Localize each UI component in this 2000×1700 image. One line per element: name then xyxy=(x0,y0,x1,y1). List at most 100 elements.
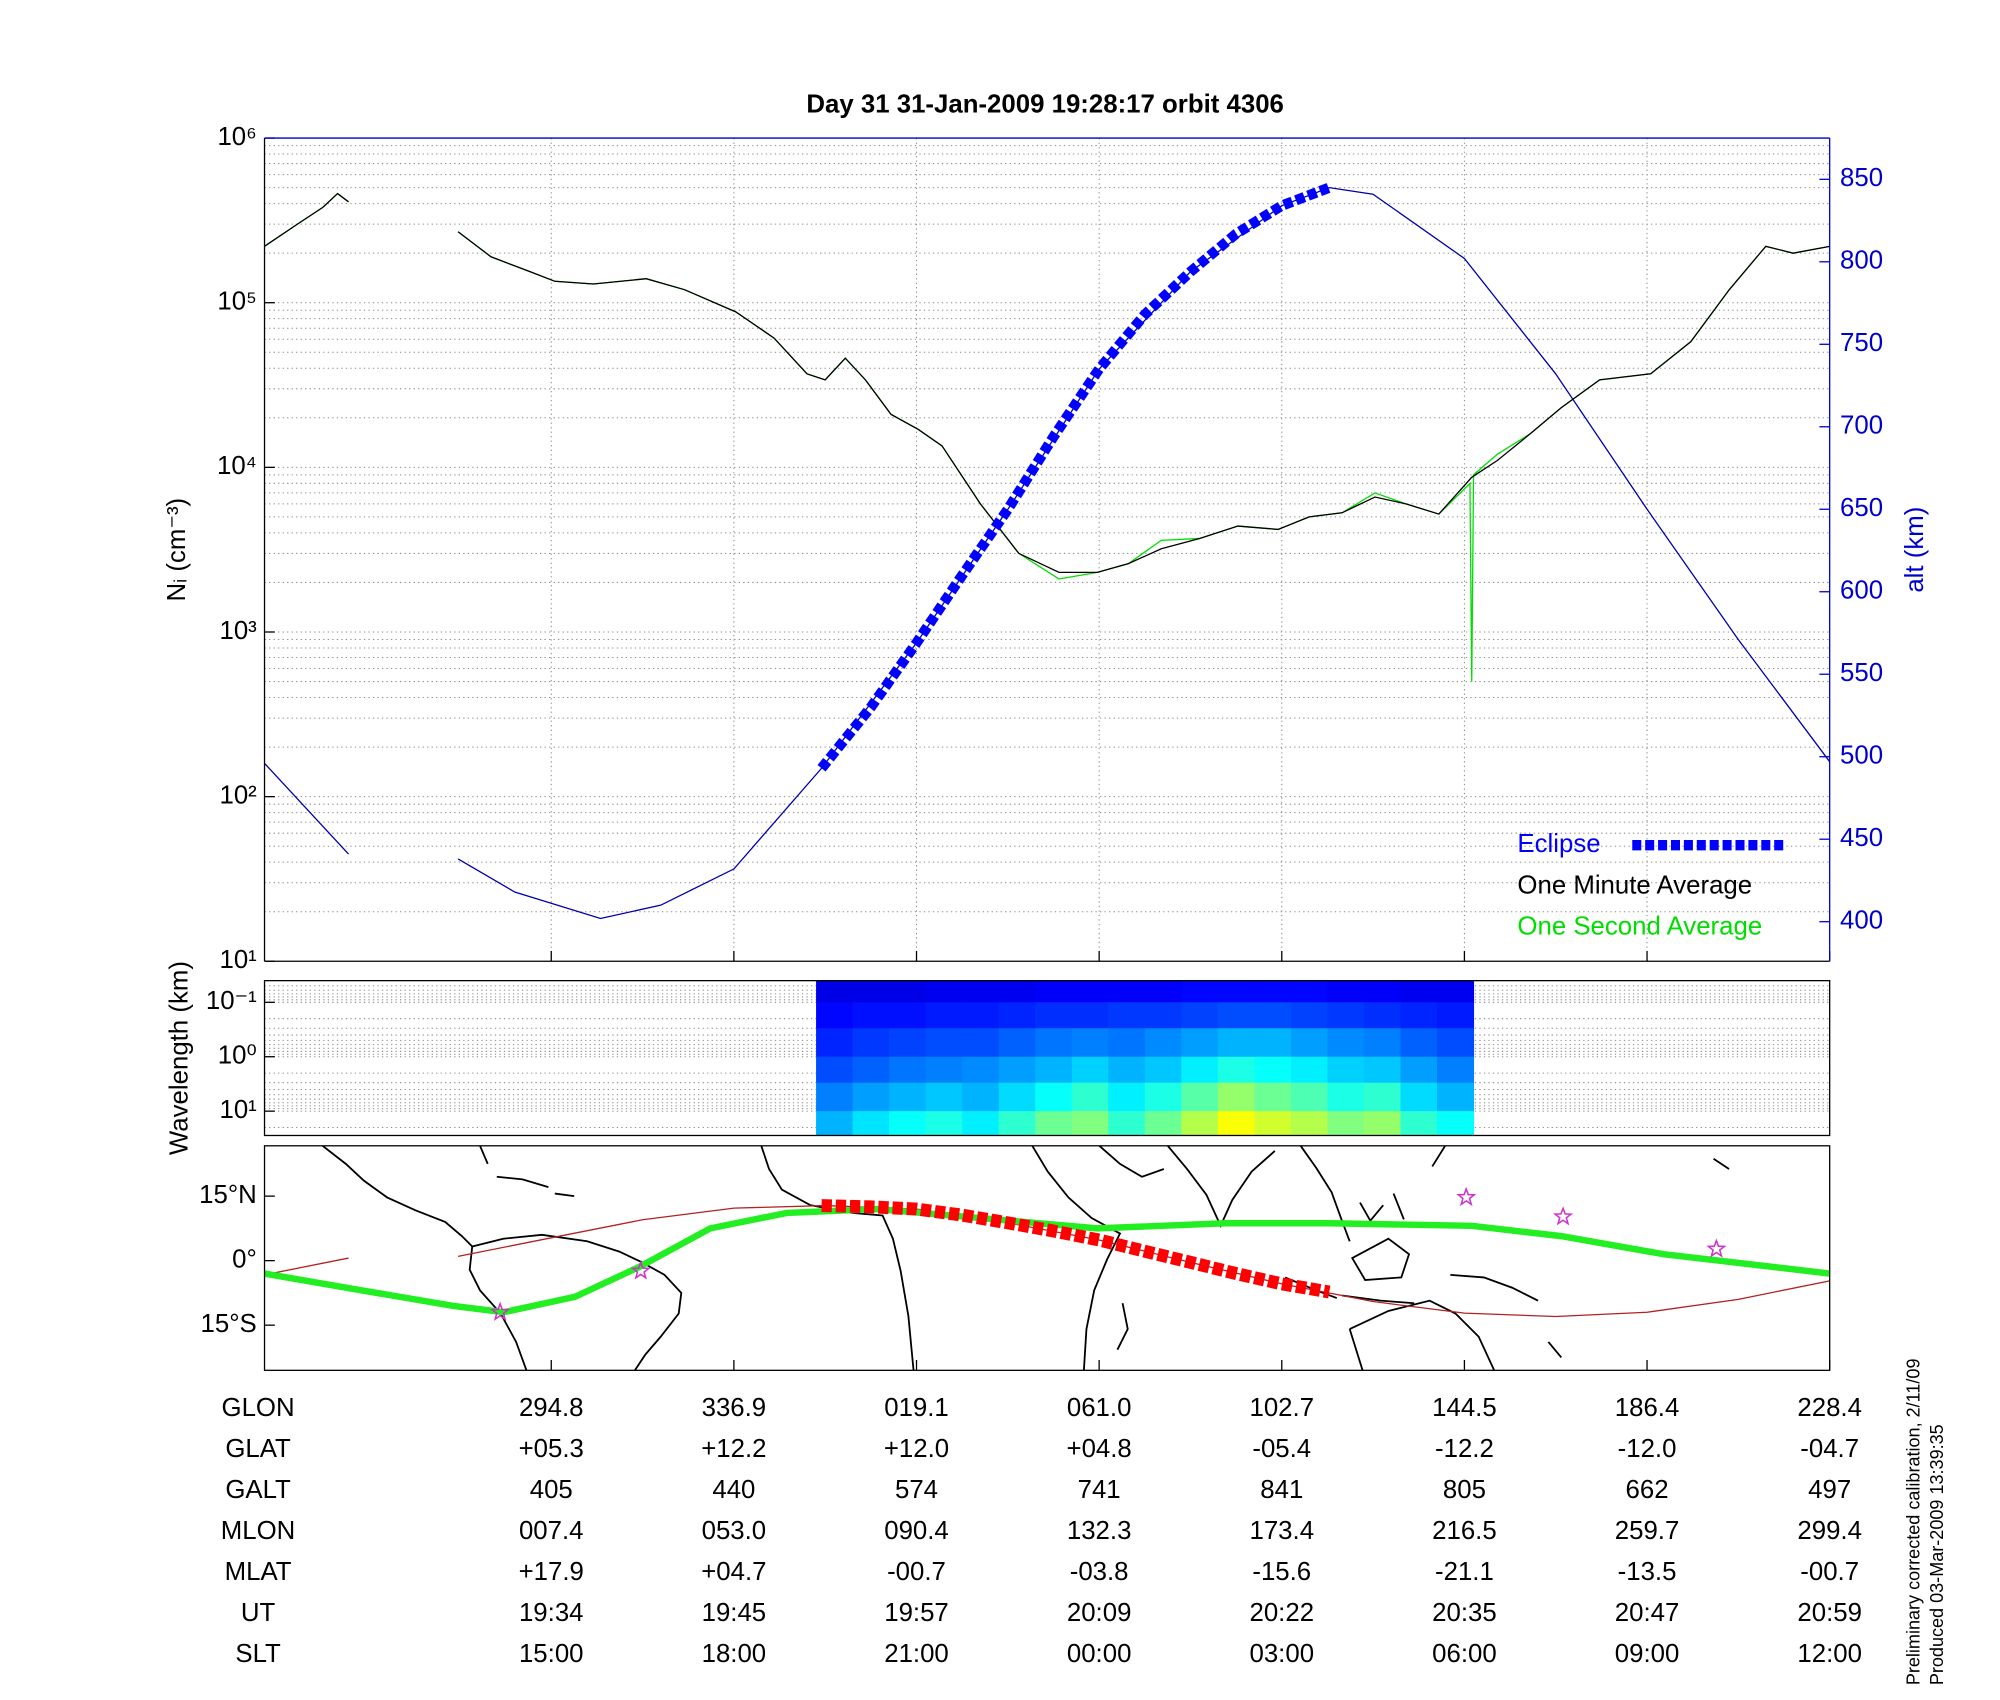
y-tick-label: 10⁴ xyxy=(217,452,257,480)
heat-cell xyxy=(1327,1082,1365,1112)
heat-cell xyxy=(1437,980,1475,1003)
heat-cell xyxy=(1071,1082,1109,1112)
heat-cell xyxy=(1071,1002,1109,1029)
heat-cell xyxy=(1035,1082,1073,1112)
table-row-label: GLAT xyxy=(225,1435,291,1463)
table-cell: 574 xyxy=(895,1476,938,1504)
table-cell: -04.7 xyxy=(1800,1435,1859,1463)
table-cell: 299.4 xyxy=(1797,1517,1862,1545)
y-tick-label: 15°S xyxy=(201,1310,257,1338)
footnote: Produced 03-Mar-2009 13:39:35 xyxy=(1927,1424,1947,1685)
series-line xyxy=(264,192,1830,574)
heat-cell xyxy=(852,1111,890,1136)
heat-cell xyxy=(1254,1082,1292,1112)
heat-cell xyxy=(889,1056,927,1084)
heat-cell xyxy=(852,980,890,1003)
table-cell: -05.4 xyxy=(1252,1435,1311,1463)
table-cell: 294.8 xyxy=(519,1394,584,1422)
heat-cell xyxy=(1181,1002,1219,1029)
spectrogram-y-label: Wavelength (km) xyxy=(165,961,193,1155)
heat-cell xyxy=(1217,1056,1255,1084)
plot-area xyxy=(264,138,1830,962)
table-cell: -00.7 xyxy=(1800,1558,1859,1586)
table-cell: 18:00 xyxy=(702,1640,767,1668)
table-cell: -12.2 xyxy=(1435,1435,1494,1463)
heat-cell xyxy=(1400,1028,1438,1058)
heat-cell xyxy=(852,1002,890,1029)
y-tick-label: 15°N xyxy=(199,1181,257,1209)
heat-cell xyxy=(1327,980,1365,1003)
table-cell: 19:57 xyxy=(884,1599,949,1627)
heat-cell xyxy=(852,1028,890,1058)
table-cell: 173.4 xyxy=(1249,1517,1314,1545)
heat-cell xyxy=(925,1056,963,1084)
heat-cell xyxy=(816,1002,854,1029)
heat-cell xyxy=(1327,1111,1365,1136)
table-cell: 019.1 xyxy=(884,1394,949,1422)
heat-cell xyxy=(925,1082,963,1112)
table-cell: 405 xyxy=(530,1476,573,1504)
table-cell: 805 xyxy=(1443,1476,1486,1504)
table-row-label: GLON xyxy=(222,1394,295,1422)
y2-tick-label: 500 xyxy=(1840,742,1883,770)
heat-cell xyxy=(1181,1111,1219,1136)
table-cell: 336.9 xyxy=(702,1394,767,1422)
table-cell: 216.5 xyxy=(1432,1517,1497,1545)
heat-cell xyxy=(998,1002,1036,1029)
heat-cell xyxy=(925,1028,963,1058)
table-cell: 12:00 xyxy=(1797,1640,1862,1668)
heat-cell xyxy=(1217,1111,1255,1136)
heat-cell xyxy=(1181,1056,1219,1084)
legend-label: Eclipse xyxy=(1517,830,1600,858)
heat-cell xyxy=(1363,980,1402,1003)
y2-tick-label: 850 xyxy=(1840,164,1883,192)
heat-cell xyxy=(998,1082,1036,1112)
heat-cell xyxy=(962,980,1000,1003)
heat-cell xyxy=(962,1002,1000,1029)
table-cell: -00.7 xyxy=(887,1558,946,1586)
table-cell: -21.1 xyxy=(1435,1558,1494,1586)
table-cell: +05.3 xyxy=(519,1435,584,1463)
table-cell: 061.0 xyxy=(1067,1394,1132,1422)
table-row-label: GALT xyxy=(225,1476,291,1504)
table-cell: -03.8 xyxy=(1070,1558,1129,1586)
heat-cell xyxy=(889,1028,927,1058)
frame xyxy=(263,980,1831,1137)
star-marker xyxy=(1706,1238,1727,1258)
heat-cell xyxy=(1108,1028,1146,1058)
table-cell: 132.3 xyxy=(1067,1517,1132,1545)
y2-tick-label: 550 xyxy=(1840,659,1883,687)
table-cell: 21:00 xyxy=(884,1640,949,1668)
track-line xyxy=(821,1199,1331,1299)
heat-cell xyxy=(1400,1002,1438,1029)
heat-cell xyxy=(1071,1028,1109,1058)
y-tick-label: 10¹ xyxy=(219,1096,257,1124)
heat-cell xyxy=(1254,1002,1292,1029)
heat-cell xyxy=(1181,1028,1219,1058)
star-marker xyxy=(1456,1186,1477,1207)
heat-cell xyxy=(816,1028,854,1058)
track-line xyxy=(264,1205,1830,1316)
heat-cell xyxy=(1327,1028,1365,1058)
table-row-label: SLT xyxy=(235,1640,281,1668)
table-cell: 053.0 xyxy=(702,1517,767,1545)
heat-cell xyxy=(1290,1111,1328,1136)
y2-tick-label: 800 xyxy=(1840,247,1883,275)
heat-cell xyxy=(1363,1082,1402,1112)
heat-cell xyxy=(998,1111,1036,1136)
heat-cell xyxy=(1144,1002,1182,1029)
table-cell: 19:45 xyxy=(702,1599,767,1627)
table-cell: 186.4 xyxy=(1615,1394,1680,1422)
heat-cell xyxy=(1400,1082,1438,1112)
table-cell: 440 xyxy=(712,1476,755,1504)
heat-cell xyxy=(1035,1002,1073,1029)
table-cell: -13.5 xyxy=(1618,1558,1677,1586)
heat-cell xyxy=(889,1082,927,1112)
heat-cell xyxy=(1217,980,1255,1003)
table-cell: +12.0 xyxy=(884,1435,949,1463)
footnote: Preliminary corrected calibration, 2/11/… xyxy=(1904,1358,1924,1685)
table-cell: 841 xyxy=(1260,1476,1303,1504)
heat-cell xyxy=(1363,1002,1402,1029)
heat-cell xyxy=(889,1002,927,1029)
table-cell: 20:47 xyxy=(1615,1599,1680,1627)
